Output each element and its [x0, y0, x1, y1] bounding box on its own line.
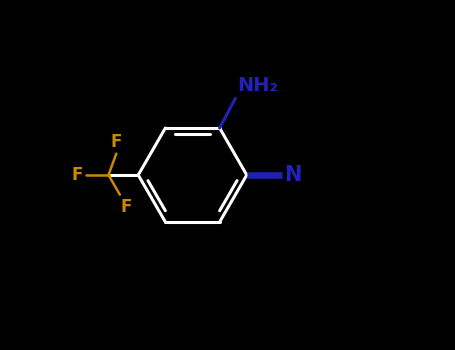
Text: N: N: [284, 165, 302, 185]
Text: NH₂: NH₂: [237, 76, 278, 96]
Text: F: F: [111, 133, 122, 151]
Text: F: F: [121, 198, 132, 216]
Text: F: F: [71, 166, 83, 184]
